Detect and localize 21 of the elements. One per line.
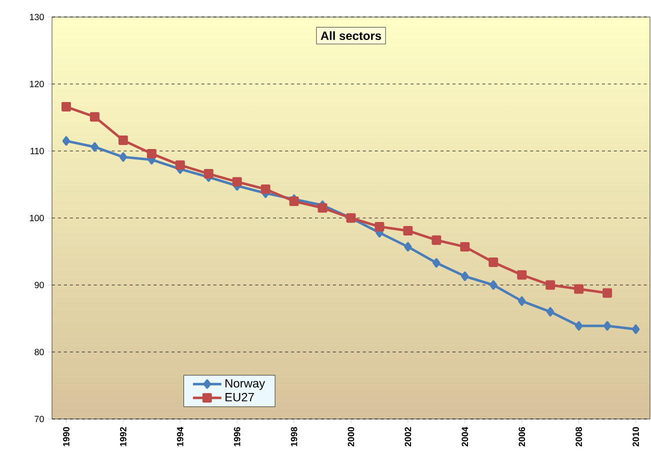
x-tick-label: 1992 — [120, 427, 126, 446]
y-tick-label: 130 — [30, 14, 44, 20]
x-tick-label: 2000 — [348, 427, 354, 446]
y-tick-label: 70 — [34, 416, 44, 422]
x-tick-label: 2010 — [632, 427, 639, 446]
x-tick-label: 2006 — [518, 427, 526, 446]
legend-label: Norway — [226, 379, 266, 390]
x-tick-label: 2002 — [404, 427, 412, 446]
y-tick-label: 90 — [34, 282, 44, 288]
legend-label: EU27 — [226, 392, 254, 402]
x-tick-label: 1990 — [63, 427, 70, 446]
y-tick-label: 80 — [34, 348, 44, 356]
x-tick-label: 1996 — [234, 427, 240, 446]
text: All sectors — [320, 31, 382, 40]
x-tick-label: 2008 — [576, 427, 582, 446]
x-tick-label: 1998 — [290, 427, 298, 446]
y-tick-label: 110 — [30, 148, 44, 154]
y-tick-label: 100 — [30, 214, 44, 222]
x-tick-label: 1994 — [176, 426, 184, 446]
y-tick-label: 120 — [30, 80, 44, 88]
x-tick-label: 2004 — [462, 426, 468, 446]
